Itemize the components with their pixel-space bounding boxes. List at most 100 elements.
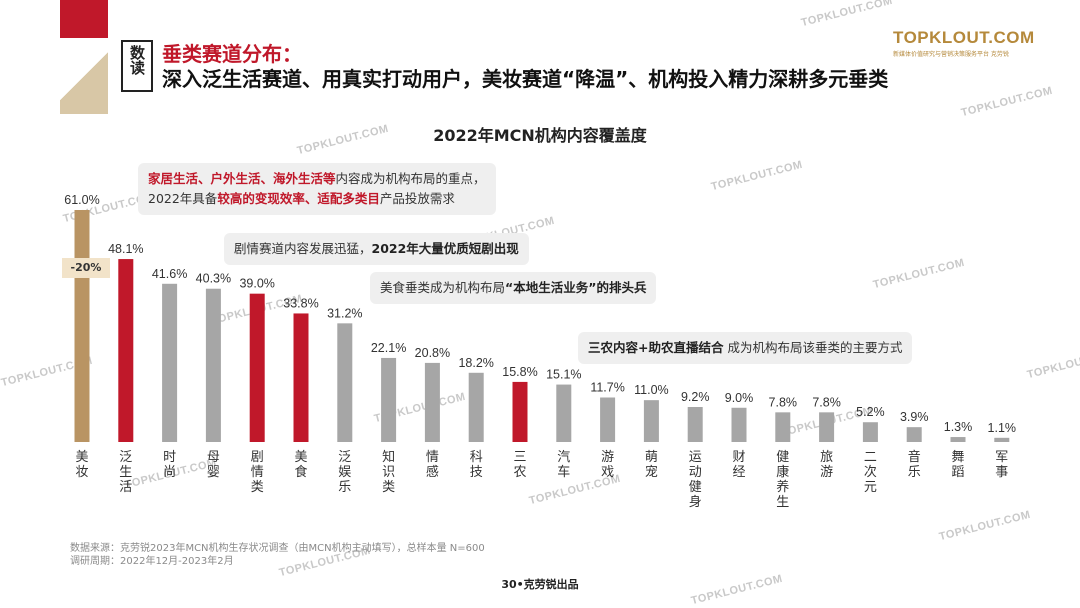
bar-19 xyxy=(906,427,922,442)
category-label: 健康养生 xyxy=(776,450,789,510)
callout-food-text: 美食垂类成为机构布局 xyxy=(380,280,506,295)
callout-lifestyle: 家居生活、户外生活、海外生活等内容成为机构布局的重点， 2022年具备较高的变现… xyxy=(138,163,496,215)
category-label: 舞蹈 xyxy=(951,450,964,480)
bar-value-label: 9.0% xyxy=(725,391,754,405)
category-label: 母婴 xyxy=(207,450,220,480)
section-tag-text: 数读 xyxy=(128,45,146,75)
callout-agriculture-text: 成为机构布局该垂类的主要方式 xyxy=(727,340,903,355)
callout-lifestyle-text2b: 产品投放需求 xyxy=(379,191,455,206)
bar-value-label: 22.1% xyxy=(371,341,406,355)
category-label: 旅游 xyxy=(820,450,833,480)
page-subtitle: 深入泛生活赛道、用真实打动用户，美妆赛道“降温”、机构投入精力深耕多元垂类 xyxy=(162,67,889,91)
bar-value-label: 61.0% xyxy=(64,193,99,207)
bar-value-label: 15.8% xyxy=(502,365,537,379)
bar-value-label: 3.9% xyxy=(900,410,929,424)
bar-value-label: 15.1% xyxy=(546,368,581,382)
category-label: 泛生活 xyxy=(119,450,132,495)
bar-14 xyxy=(687,407,703,442)
bar-0 xyxy=(74,210,90,442)
bars-layer xyxy=(74,210,1010,442)
category-label: 音乐 xyxy=(908,449,921,480)
bar-5 xyxy=(293,313,309,442)
value-labels-layer: 61.0% 48.1% 41.6% 40.3% 39.0% 33.8% 31.2% 22.1%… xyxy=(64,193,1016,435)
bar-16 xyxy=(775,412,791,442)
bar-value-label: 1.3% xyxy=(944,420,973,434)
callout-agriculture-bold: 三农内容+助农直播结合 xyxy=(588,340,724,355)
bar-9 xyxy=(468,372,484,442)
section-tag: 数读 xyxy=(121,40,153,92)
category-label: 美食 xyxy=(294,450,307,480)
corner-decoration-beige xyxy=(60,38,108,114)
category-label: 萌宠 xyxy=(645,450,658,480)
category-label: 财经 xyxy=(732,450,745,480)
bar-18 xyxy=(862,422,878,442)
logo-text: TOPKLOUT.COM xyxy=(893,28,1035,47)
bar-12 xyxy=(600,397,616,442)
category-label: 时尚 xyxy=(163,450,176,480)
chart-title: 2022年MCN机构内容覆盖度 xyxy=(433,126,647,145)
callout-food-bold: “本地生活业务”的排头兵 xyxy=(505,280,647,295)
callout-drama-bold: 2022年大量优质短剧出现 xyxy=(371,241,519,256)
bar-value-label: 18.2% xyxy=(458,356,493,370)
callout-drama: 剧情赛道内容发展迅猛，2022年大量优质短剧出现 xyxy=(224,233,529,265)
category-label: 知识类 xyxy=(382,449,395,495)
category-label: 二次元 xyxy=(864,450,877,495)
category-label: 泛娱乐 xyxy=(338,450,351,495)
bar-value-label: 40.3% xyxy=(196,272,231,286)
bar-value-label: 5.2% xyxy=(856,405,885,419)
decline-badge: -20% xyxy=(62,258,110,278)
callout-lifestyle-highlight2: 较高的变现效率、适配多类目 xyxy=(217,191,380,206)
bar-11 xyxy=(556,384,572,442)
bar-1 xyxy=(118,259,134,442)
callout-lifestyle-text2a: 2022年具备 xyxy=(148,191,218,206)
callout-lifestyle-line1: 家居生活、户外生活、海外生活等内容成为机构布局的重点， xyxy=(148,169,486,189)
category-label: 军事 xyxy=(995,450,1008,480)
callout-food: 美食垂类成为机构布局“本地生活业务”的排头兵 xyxy=(370,272,657,304)
logo-tagline: 新媒体价值研究与营销决策服务平台 克劳锐 xyxy=(893,51,1009,58)
bar-15 xyxy=(731,407,747,442)
bar-6 xyxy=(337,323,353,442)
page-footer: 30•克劳锐出品 xyxy=(501,578,579,591)
bar-value-label: 1.1% xyxy=(988,421,1017,435)
bar-value-label: 9.2% xyxy=(681,390,710,404)
bar-10 xyxy=(512,381,528,442)
brand-logo: TOPKLOUT.COM 新媒体价值研究与营销决策服务平台 克劳锐 xyxy=(893,28,1035,58)
bar-8 xyxy=(424,362,440,442)
category-label: 游戏 xyxy=(601,450,614,480)
callout-agriculture: 三农内容+助农直播结合 成为机构布局该垂类的主要方式 xyxy=(578,332,913,364)
bar-2 xyxy=(162,283,178,442)
bar-value-label: 39.0% xyxy=(239,277,274,291)
category-label: 运动健身 xyxy=(689,450,702,510)
survey-period-line: 调研周期：2022年12月-2023年2月 xyxy=(70,556,234,567)
bar-value-label: 11.0% xyxy=(634,383,669,397)
bar-13 xyxy=(643,400,659,442)
bar-value-label: 20.8% xyxy=(415,346,450,360)
bar-value-label: 48.1% xyxy=(108,242,143,256)
bar-value-label: 7.8% xyxy=(812,395,841,409)
category-label: 剧情类 xyxy=(251,450,264,495)
bar-7 xyxy=(381,357,397,442)
bar-3 xyxy=(205,288,221,442)
callout-lifestyle-highlight1: 家居生活、户外生活、海外生活等 xyxy=(148,171,336,186)
category-label: 美妆 xyxy=(75,450,88,480)
callout-lifestyle-line2: 2022年具备较高的变现效率、适配多类目产品投放需求 xyxy=(148,189,486,209)
bar-value-label: 7.8% xyxy=(769,395,798,409)
page-title: 垂类赛道分布： xyxy=(162,42,302,66)
bar-4 xyxy=(249,293,265,442)
bar-17 xyxy=(819,412,835,442)
bar-value-label: 41.6% xyxy=(152,267,187,281)
bar-value-label: 31.2% xyxy=(327,306,362,320)
callout-drama-text: 剧情赛道内容发展迅猛， xyxy=(234,241,372,256)
data-source: 数据来源：克劳锐2023年MCN机构生存状况调查（由MCN机构主动填写），总样本… xyxy=(70,542,485,568)
bar-value-label: 11.7% xyxy=(590,381,625,395)
bar-21 xyxy=(994,437,1010,442)
data-source-line: 数据来源：克劳锐2023年MCN机构生存状况调查（由MCN机构主动填写），总样本… xyxy=(70,543,485,554)
category-label: 三农 xyxy=(513,450,526,480)
bar-20 xyxy=(950,437,966,442)
bar-value-label: 33.8% xyxy=(283,296,318,310)
category-label: 汽车 xyxy=(557,450,570,480)
callout-lifestyle-text1: 内容成为机构布局的重点， xyxy=(335,171,486,186)
category-label: 情感 xyxy=(426,450,439,480)
